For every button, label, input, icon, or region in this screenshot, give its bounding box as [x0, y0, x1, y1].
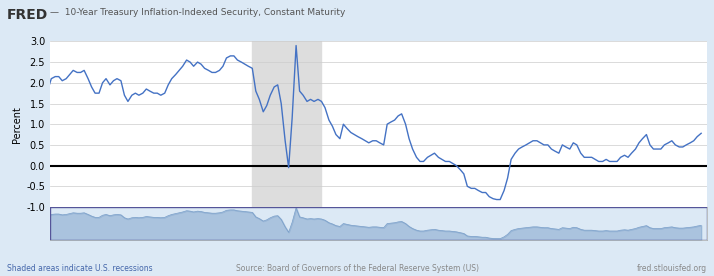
Y-axis label: Percent: Percent: [12, 106, 22, 143]
Text: —  10-Year Treasury Inflation-Indexed Security, Constant Maturity: — 10-Year Treasury Inflation-Indexed Sec…: [50, 8, 346, 17]
Text: Source: Board of Governors of the Federal Reserve System (US): Source: Board of Governors of the Federa…: [236, 264, 478, 273]
Text: fred.stlouisfed.org: fred.stlouisfed.org: [637, 264, 707, 273]
Text: FRED: FRED: [7, 8, 49, 22]
Bar: [252, 41, 321, 207]
Text: Shaded areas indicate U.S. recessions: Shaded areas indicate U.S. recessions: [7, 264, 153, 273]
